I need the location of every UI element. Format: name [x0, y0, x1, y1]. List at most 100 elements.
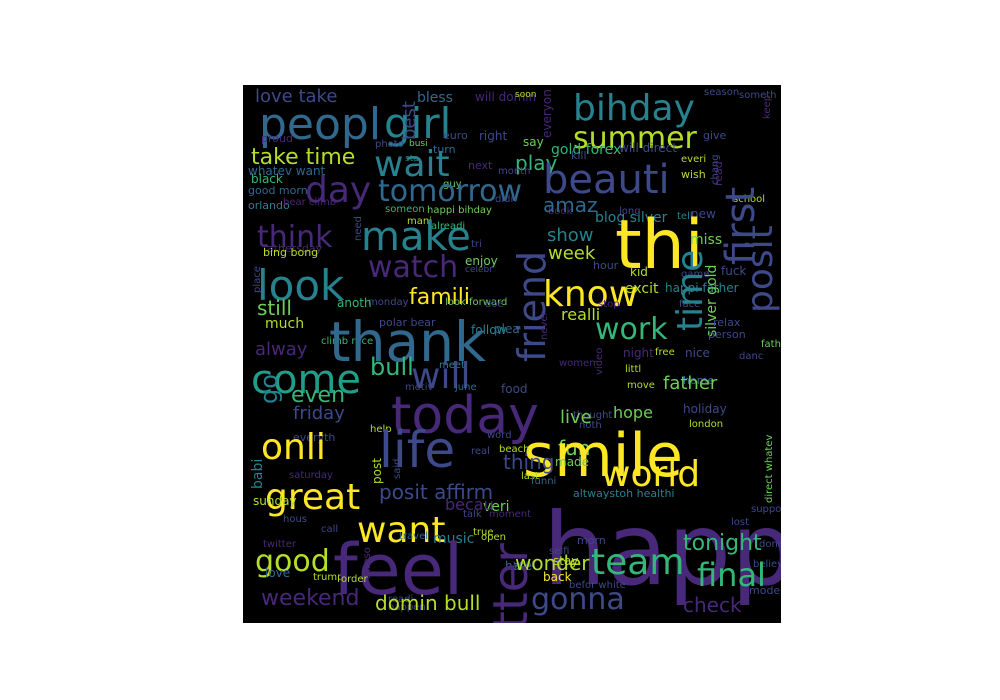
word-188: better — [483, 543, 539, 623]
word-9: best — [399, 101, 420, 140]
word-28: whatev want — [248, 164, 326, 178]
word-74: celebr — [465, 265, 493, 275]
word-71: game — [681, 269, 710, 280]
word-8: summer — [573, 121, 697, 156]
word-18: take time — [251, 145, 356, 170]
word-148: great — [265, 477, 361, 518]
word-125: hope — [613, 403, 653, 422]
word-143: world — [601, 454, 701, 495]
word-111: danc — [739, 351, 764, 362]
word-162: call — [321, 524, 339, 535]
word-98: posit — [740, 225, 781, 313]
word-17: keep — [762, 94, 773, 119]
word-58: alreadi — [431, 221, 466, 232]
word-14: say — [523, 135, 544, 149]
word-169: morn — [577, 534, 606, 547]
word-126: holiday — [683, 402, 727, 416]
word-94: follow — [471, 323, 507, 337]
word-146: last — [521, 471, 540, 482]
word-193: domin bull — [375, 591, 481, 615]
word-112: come — [251, 357, 362, 403]
word-122: thought — [573, 410, 613, 421]
word-101: alway — [255, 339, 308, 360]
word-31: next — [468, 159, 493, 172]
word-170: tonight — [683, 531, 762, 556]
word-178: trump — [313, 572, 344, 583]
word-154: sunday — [253, 494, 297, 508]
word-131: london — [689, 419, 724, 430]
word-176: stay — [553, 554, 579, 568]
word-168: open — [481, 532, 506, 543]
word-174: believ — [753, 559, 781, 570]
word-147: funni — [531, 476, 557, 487]
word-81: look forward — [445, 297, 508, 308]
word-67: watch — [368, 250, 459, 285]
word-180: year — [513, 559, 536, 570]
word-190: model love — [749, 584, 781, 597]
word-32: month — [498, 166, 531, 177]
word-124: friday — [293, 403, 345, 424]
word-106: nice — [685, 346, 710, 360]
word-25: kill — [571, 149, 587, 162]
word-70: kid — [630, 265, 648, 279]
word-34: tomorrow — [378, 174, 523, 209]
word-16: someth — [739, 90, 777, 101]
word-41: good morn — [248, 184, 308, 197]
word-150: altwaystoh healthi — [573, 487, 675, 500]
word-186: weekend — [261, 586, 360, 611]
word-51: tell — [677, 211, 693, 222]
word-167: music — [433, 531, 475, 547]
word-136: beach — [499, 444, 530, 455]
word-13: turn — [433, 143, 456, 156]
word-104: night — [623, 346, 654, 360]
word-24: gold forex — [551, 142, 622, 158]
word-93: climb race — [321, 336, 374, 347]
word-123: father — [663, 373, 718, 394]
word-127: everyth — [293, 431, 336, 444]
word-184: order — [341, 574, 368, 585]
word-152: veri — [483, 499, 510, 515]
word-149: posit affirm — [379, 480, 494, 504]
word-59: thi — [615, 206, 704, 285]
word-48: book — [548, 206, 573, 217]
word-82: face — [679, 299, 701, 310]
word-100: plea — [494, 322, 520, 336]
word-49: blog silver — [595, 210, 668, 226]
word-26: will direct — [619, 141, 677, 155]
word-76: excit — [625, 281, 659, 297]
word-6: everyon — [540, 89, 554, 138]
word-105: free — [655, 347, 675, 358]
word-85: polar bear — [379, 316, 436, 329]
word-138: real — [471, 446, 490, 457]
word-cloud: love take peopl girl bless will domin soon eve… — [243, 85, 781, 623]
word-10: euro — [443, 129, 468, 142]
word-191: readi — [388, 594, 414, 605]
word-75: know — [543, 274, 639, 315]
word-66: bing bong — [263, 246, 319, 259]
word-135: smile — [523, 421, 683, 491]
word-20: photo — [375, 139, 404, 150]
word-68: week — [548, 243, 596, 264]
word-7: bihday — [573, 88, 695, 129]
word-187: befor white — [569, 580, 626, 591]
word-107: father day — [761, 339, 781, 350]
word-43: orlando — [248, 199, 290, 212]
word-128: help — [370, 424, 392, 435]
word-117: move — [627, 380, 655, 391]
word-87: realli — [561, 305, 601, 324]
word-116: food — [501, 382, 528, 396]
word-155: want — [357, 510, 446, 551]
word-4: will domin — [475, 90, 537, 104]
word-89: relax — [713, 316, 741, 329]
word-166: travel — [399, 531, 429, 542]
word-142: thing — [503, 450, 555, 474]
word-99: never — [539, 311, 550, 340]
word-109: bull — [370, 353, 414, 381]
word-181: wonder — [515, 551, 590, 575]
word-134: fun — [558, 436, 591, 460]
word-160: happi — [543, 491, 781, 608]
word-45: someon — [385, 204, 425, 215]
word-161: lost — [731, 517, 750, 528]
word-52: mani — [407, 216, 432, 227]
word-22: wait — [374, 144, 450, 185]
